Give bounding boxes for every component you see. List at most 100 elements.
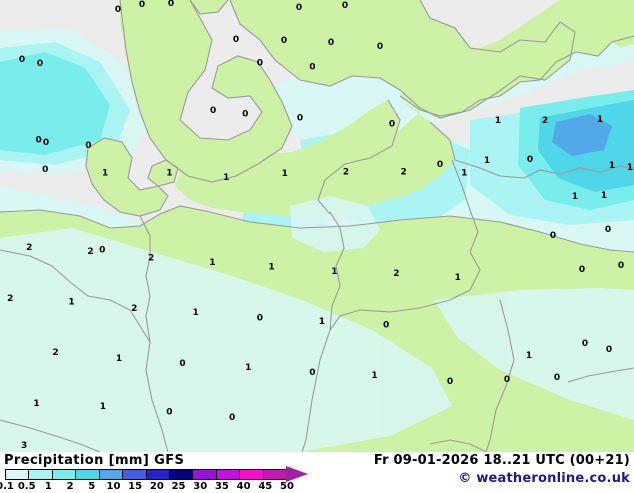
precip-value-label: 1: [223, 173, 229, 183]
color-legend: [5, 469, 287, 480]
legend-swatch-0: [6, 470, 30, 479]
land-denmark-island: [148, 160, 178, 186]
forecast-datetime: Fr 09-01-2026 18..21 UTC (00+21): [373, 453, 630, 468]
precip-value-label: 2: [87, 247, 93, 257]
legend-tick-30: 30: [193, 481, 208, 492]
legend-swatch-3: [76, 470, 100, 479]
precip-value-label: 1: [68, 298, 74, 308]
precip-value-label: 1: [331, 267, 337, 277]
precipitation-map[interactable]: 0 0 0 0 0 0 0 0 0 0 0 0 1 2 1 1 1 0 1 0 1 1 0 0 0 0 0 1 0 0 0 0 0 0 0 0 0 0 0 0…: [0, 0, 634, 452]
precip-value-label: 1: [526, 351, 532, 361]
land-poland-strip: [175, 100, 400, 218]
legend-swatch-5: [123, 470, 147, 479]
precip-value-label: 0: [43, 138, 49, 148]
precip-value-label: 0: [342, 1, 348, 11]
precip-over-land: [0, 196, 634, 452]
precip-value-label: 0: [242, 109, 248, 119]
precip-value-label: 0: [606, 345, 612, 355]
border-lines: [0, 0, 634, 452]
precip-value-label: 0: [210, 106, 216, 116]
legend-tick-25: 25: [171, 481, 186, 492]
precip-value-label: 1: [319, 317, 325, 327]
legend-tick-2: 2: [66, 481, 74, 492]
precip-value-label: 0: [37, 59, 43, 69]
land-denmark: [86, 138, 168, 216]
precip-value-label: 0: [85, 141, 91, 151]
precip-value-label: 1: [572, 192, 578, 202]
land-island-ne: [584, 2, 612, 20]
legend-swatch-6: [146, 470, 170, 479]
precip-band-0.1: [0, 228, 452, 452]
precip-value-label: 2: [148, 254, 154, 264]
land-scandinavia-peninsula: [120, 0, 292, 182]
precip-value-label: 1: [597, 115, 603, 125]
precip-value-label: 2: [343, 167, 349, 177]
precip-value-label: 0: [296, 3, 302, 13]
map-canvas: 0 0 0 0 0 0 0 0 0 0 0 0 1 2 1 1 1 0 1 0 1 1 0 0 0 0 0 1 0 0 0 0 0 0 0 0 0 0 0 0…: [0, 0, 634, 452]
precip-value-label: 1: [609, 161, 615, 171]
precip-value-label: 0: [297, 113, 303, 123]
precip-value-label: 0: [168, 0, 174, 9]
precip-value-label: 2: [131, 304, 137, 314]
precip-value-label: 0: [309, 368, 315, 378]
precip-value-label: 1: [245, 363, 251, 373]
precip-value-label: 0: [437, 160, 443, 170]
precip-value-label: 0: [550, 231, 556, 241]
legend-swatch-7: [169, 470, 194, 479]
precip-value-label: 0: [115, 5, 121, 15]
precip-value-label: 1: [193, 308, 199, 318]
precip-value-label: 1: [371, 371, 377, 381]
precip-value-label: 0: [328, 38, 334, 48]
precip-value-label: 0: [42, 165, 48, 175]
precip-value-label: 0: [527, 155, 533, 165]
precip-value-label: 0: [579, 265, 585, 275]
precip-value-label: 1: [484, 156, 490, 166]
precip-value-label: 2: [401, 167, 407, 177]
precip-value-label: 0: [309, 63, 315, 73]
precip-value-label: 0: [582, 339, 588, 349]
land-scandinavia: [190, 0, 228, 14]
precip-value-label: 0: [99, 246, 105, 256]
precip-value-label: 0: [605, 225, 611, 235]
precip-value-label: 0: [166, 408, 172, 418]
precip-value-label: 0: [257, 58, 263, 68]
precip-value-label: 1: [102, 168, 108, 178]
precip-value-label: 0: [618, 261, 624, 271]
precip-value-label: 0: [383, 321, 389, 331]
precip-value-label: 1: [601, 191, 607, 201]
precip-band-0.1: [434, 288, 634, 420]
precip-value-label: 2: [542, 116, 548, 126]
precip-band-5: [552, 114, 612, 156]
precip-value-label: 1: [282, 169, 288, 179]
precip-band-0.1: [290, 196, 380, 252]
precip-value-label: 1: [455, 273, 461, 283]
precip-value-label: 1: [461, 168, 467, 178]
precip-value-label: 0: [281, 36, 287, 46]
legend-swatch-10: [240, 470, 264, 479]
legend-swatch-8: [193, 470, 217, 479]
legend-tick-45: 45: [258, 481, 273, 492]
precip-value-label: 0: [504, 375, 510, 385]
precip-value-label: 1: [268, 262, 274, 272]
precip-value-label: 0: [447, 377, 453, 387]
map-footer: Precipitation [mm] GFS 0.10.512510152025…: [0, 452, 634, 493]
precip-value-label: 3: [21, 441, 27, 451]
legend-tick-0.5: 0.5: [17, 481, 36, 492]
precip-value-label: 2: [52, 348, 58, 358]
copyright-notice: © weatheronline.co.uk: [458, 471, 630, 486]
legend-swatch-9: [216, 470, 241, 479]
precip-value-label: 1: [100, 402, 106, 412]
precip-value-label: 2: [7, 294, 13, 304]
legend-tick-0.1: 0.1: [0, 481, 14, 492]
precip-value-label: 1: [209, 258, 215, 268]
precip-value-label: 0: [179, 359, 185, 369]
legend-tick-5: 5: [88, 481, 96, 492]
precip-value-label: 1: [166, 168, 172, 178]
precip-value-label: 0: [36, 136, 42, 146]
precip-value-label: 2: [393, 269, 399, 279]
precip-value-label: 1: [116, 354, 122, 364]
legend-tick-40: 40: [236, 481, 251, 492]
land-baltics: [400, 0, 634, 116]
